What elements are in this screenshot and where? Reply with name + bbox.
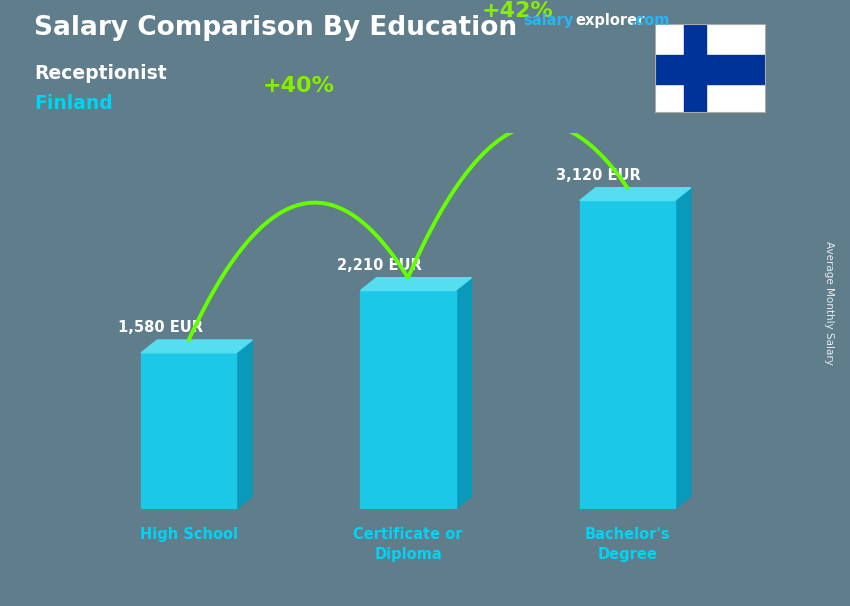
Text: +40%: +40%: [263, 76, 334, 96]
Text: Receptionist: Receptionist: [34, 64, 167, 82]
Polygon shape: [141, 340, 252, 353]
Polygon shape: [360, 278, 472, 290]
Text: salary: salary: [523, 13, 573, 28]
Polygon shape: [580, 188, 691, 201]
Text: +42%: +42%: [482, 1, 553, 21]
Text: Certificate or
Diploma: Certificate or Diploma: [354, 527, 462, 562]
Bar: [580, 201, 675, 509]
Bar: [654, 55, 765, 84]
Text: Average Monthly Salary: Average Monthly Salary: [824, 241, 834, 365]
Text: High School: High School: [139, 527, 238, 542]
Polygon shape: [456, 278, 472, 509]
Text: Bachelor's
Degree: Bachelor's Degree: [585, 527, 670, 562]
Text: Salary Comparison By Education: Salary Comparison By Education: [34, 15, 517, 41]
Text: 3,120 EUR: 3,120 EUR: [557, 168, 641, 183]
Bar: [684, 24, 706, 112]
Bar: [360, 290, 456, 509]
Text: .com: .com: [631, 13, 670, 28]
Polygon shape: [675, 188, 691, 509]
Bar: [141, 353, 236, 509]
Polygon shape: [236, 340, 252, 509]
Text: 2,210 EUR: 2,210 EUR: [337, 258, 422, 273]
Text: explorer: explorer: [575, 13, 645, 28]
Text: 1,580 EUR: 1,580 EUR: [117, 320, 202, 335]
Text: Finland: Finland: [34, 94, 113, 113]
